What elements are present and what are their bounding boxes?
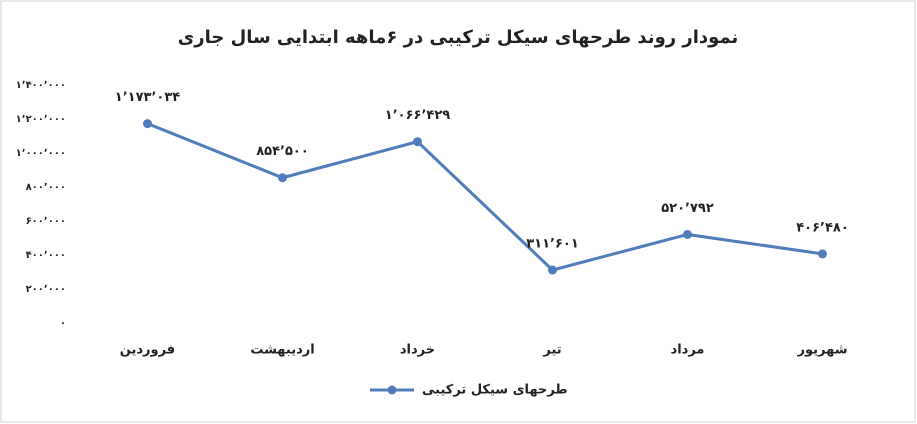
y-tick-label: ۸۰۰٬۰۰۰ [26,182,66,193]
data-label: ۱٬۱۷۳٬۰۳۴ [115,90,180,105]
legend-marker [387,385,397,395]
data-point [143,119,152,129]
x-tick-label: خرداد [400,343,435,358]
legend-label: طرحهای سیکل ترکیبی [422,383,568,398]
series-line [146,122,823,272]
data-point [683,229,692,239]
y-tick-label: ۱٬۴۰۰٬۰۰۰ [16,80,66,91]
x-tick-label: تیر [542,343,561,358]
y-tick-label: ۶۰۰٬۰۰۰ [26,216,66,227]
x-tick-label: اردیبهشت [250,343,314,358]
x-tick-label: فروردین [120,343,175,358]
y-tick-label: ۱٬۰۰۰٬۰۰۰ [16,148,66,159]
y-tick-label: ۲۰۰٬۰۰۰ [26,284,66,295]
data-point [548,265,557,275]
data-label: ۵۲۰٬۷۹۲ [661,201,714,216]
data-point [413,137,422,147]
y-tick-label: ۴۰۰٬۰۰۰ [26,250,66,261]
x-tick-label: شهریور [797,343,848,358]
chart-title: نمودار روند طرحهای سیکل ترکیبی در ۶ماهه … [178,27,739,48]
data-point [818,249,827,259]
data-point [278,173,287,183]
x-tick-label: مرداد [671,343,705,358]
y-tick-label: ۱٬۲۰۰٬۰۰۰ [16,114,66,125]
y-tick-label: ۰ [60,318,66,329]
data-label: ۳۱۱٬۶۰۱ [526,237,579,252]
data-label: ۴۰۶٬۴۸۰ [796,220,849,235]
data-label: ۱٬۰۶۶٬۴۲۹ [385,108,450,123]
data-label: ۸۵۴٬۵۰۰ [256,144,309,159]
